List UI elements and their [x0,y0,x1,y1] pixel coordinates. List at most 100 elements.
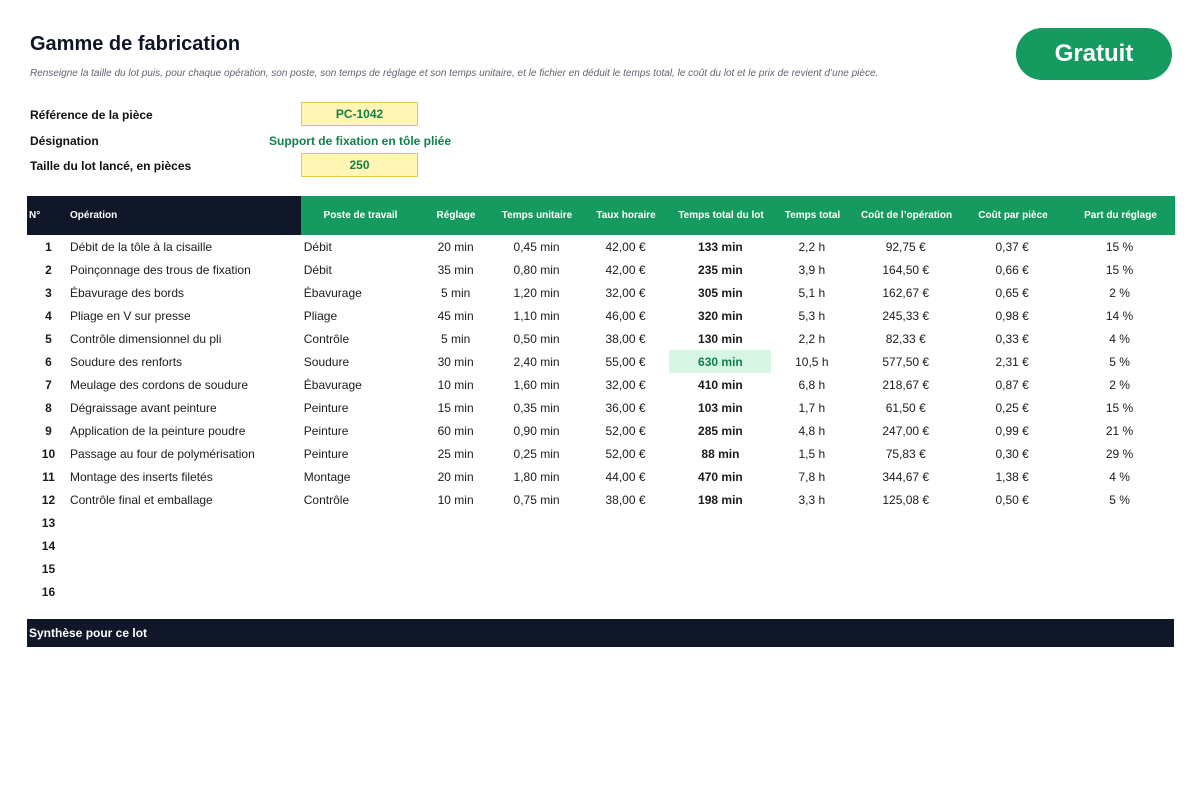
unit-time-cell[interactable] [492,580,582,603]
unit-time-cell[interactable] [492,557,582,580]
workstation-cell[interactable]: Peinture [303,423,349,438]
setup-cell[interactable]: 60 min [437,423,474,438]
operation-cost-cell: 247,00 € [882,423,930,438]
designation-input[interactable]: Support de fixation en tôle pliée [268,134,451,148]
setup-cell[interactable] [420,557,492,580]
operation-cell[interactable] [70,580,301,603]
unit-time-cell[interactable]: 0,25 min [513,446,560,461]
row-number: 5 [45,331,52,346]
unit-time-cell[interactable]: 0,50 min [513,331,560,346]
workstation-cell[interactable]: Ébavurage [303,377,362,392]
hourly-rate-cell: 32,00 € [605,377,646,392]
operation-cell[interactable]: Application de la peinture poudre [69,423,246,438]
row-number: 6 [45,354,52,369]
setup-cell[interactable]: 15 min [437,400,474,415]
operation-cost-cell: 344,67 € [882,469,930,484]
total-time-cell [771,557,852,580]
table-row: 4 Pliage en V sur presse Pliage 45 min 1,10 … [27,304,1174,327]
workstation-cell[interactable]: Pliage [303,308,338,323]
workstation-cell[interactable]: Débit [303,239,332,254]
reference-input[interactable]: PC-1042 [301,102,418,126]
row-number: 7 [45,377,52,392]
reference-label: Référence de la pièce [30,108,153,122]
operation-cell[interactable]: Passage au four de polymérisation [69,446,255,461]
table-row: 14 [27,534,1174,557]
setup-cell[interactable]: 35 min [437,262,474,277]
unit-time-cell[interactable]: 0,90 min [513,423,560,438]
workstation-cell[interactable] [301,511,420,534]
operation-cost-cell [852,580,959,603]
unit-time-cell[interactable] [492,511,582,534]
unit-time-cell[interactable]: 0,35 min [513,400,560,415]
operation-cell[interactable]: Débit de la tôle à la cisaille [69,239,213,254]
total-time-cell: 2,2 h [798,239,826,254]
operation-cell[interactable] [70,534,301,557]
setup-share-cell: 15 % [1105,400,1134,415]
workstation-cell[interactable]: Contrôle [303,331,350,346]
operation-cell[interactable]: Ébavurage des bords [69,285,185,300]
unit-time-cell[interactable]: 0,80 min [513,262,560,277]
setup-cell[interactable]: 25 min [437,446,474,461]
hourly-rate-cell: 55,00 € [605,354,646,369]
setup-cell[interactable]: 30 min [437,354,474,369]
operation-cell[interactable] [70,557,301,580]
unit-time-cell[interactable]: 0,45 min [513,239,560,254]
workstation-cell[interactable] [301,534,420,557]
workstation-cell[interactable]: Peinture [303,446,349,461]
setup-cell[interactable]: 20 min [437,239,474,254]
workstation-cell[interactable]: Contrôle [303,492,350,507]
setup-share-cell: 14 % [1105,308,1134,323]
operation-cell[interactable] [70,511,301,534]
workstation-cell[interactable]: Débit [303,262,332,277]
setup-cell[interactable] [420,580,492,603]
setup-cell[interactable]: 5 min [440,331,471,346]
unit-time-cell[interactable] [492,534,582,557]
hourly-rate-cell [582,534,670,557]
gratuit-badge-button[interactable]: Gratuit [1016,28,1172,80]
hourly-rate-cell: 42,00 € [605,239,646,254]
setup-cell[interactable]: 5 min [440,285,471,300]
col-header-total-time: Temps total [784,210,841,221]
unit-time-cell[interactable]: 2,40 min [513,354,560,369]
lot-total-time-cell: 235 min [698,262,743,277]
row-number: 9 [45,423,52,438]
hourly-rate-cell: 38,00 € [605,492,646,507]
setup-cell[interactable]: 45 min [437,308,474,323]
workstation-cell[interactable]: Montage [303,469,351,484]
setup-cell[interactable]: 20 min [437,469,474,484]
hourly-rate-cell: 32,00 € [605,285,646,300]
lot-total-time-cell: 305 min [698,285,743,300]
operation-cell[interactable]: Poinçonnage des trous de fixation [69,262,251,277]
setup-cell[interactable] [420,511,492,534]
workstation-cell[interactable] [301,580,420,603]
setup-cell[interactable] [420,534,492,557]
unit-time-cell[interactable]: 0,75 min [513,492,560,507]
operation-cell[interactable]: Contrôle final et emballage [69,492,213,507]
operation-cell[interactable]: Soudure des renforts [69,354,183,369]
operation-cell[interactable]: Dégraissage avant peinture [69,400,217,415]
operation-cell[interactable]: Meulage des cordons de soudure [69,377,249,392]
workstation-cell[interactable]: Peinture [303,400,349,415]
workstation-cell[interactable]: Ébavurage [303,285,362,300]
operation-cell[interactable]: Pliage en V sur presse [69,308,191,323]
operation-cost-cell: 218,67 € [882,377,930,392]
operation-cell[interactable]: Montage des inserts filetés [69,469,213,484]
table-header: N° Opération Poste de travail Réglage Te… [27,196,1175,235]
operation-cell[interactable]: Contrôle dimensionnel du pli [69,331,222,346]
unit-time-cell[interactable]: 1,20 min [513,285,560,300]
total-time-cell: 1,7 h [798,400,826,415]
setup-cell[interactable]: 10 min [437,492,474,507]
cost-per-piece-cell: 0,30 € [995,446,1029,461]
lot-size-input[interactable]: 250 [301,153,418,177]
hourly-rate-cell: 42,00 € [605,262,646,277]
setup-cell[interactable]: 10 min [437,377,474,392]
summary-bar: Synthèse pour ce lot [27,619,1174,647]
unit-time-cell[interactable]: 1,10 min [513,308,560,323]
unit-time-cell[interactable]: 1,80 min [513,469,560,484]
table-row: 11 Montage des inserts filetés Montage 20 m… [27,465,1174,488]
row-number: 15 [41,561,56,576]
workstation-cell[interactable]: Soudure [303,354,350,369]
row-number: 16 [41,584,56,599]
unit-time-cell[interactable]: 1,60 min [513,377,560,392]
workstation-cell[interactable] [301,557,420,580]
